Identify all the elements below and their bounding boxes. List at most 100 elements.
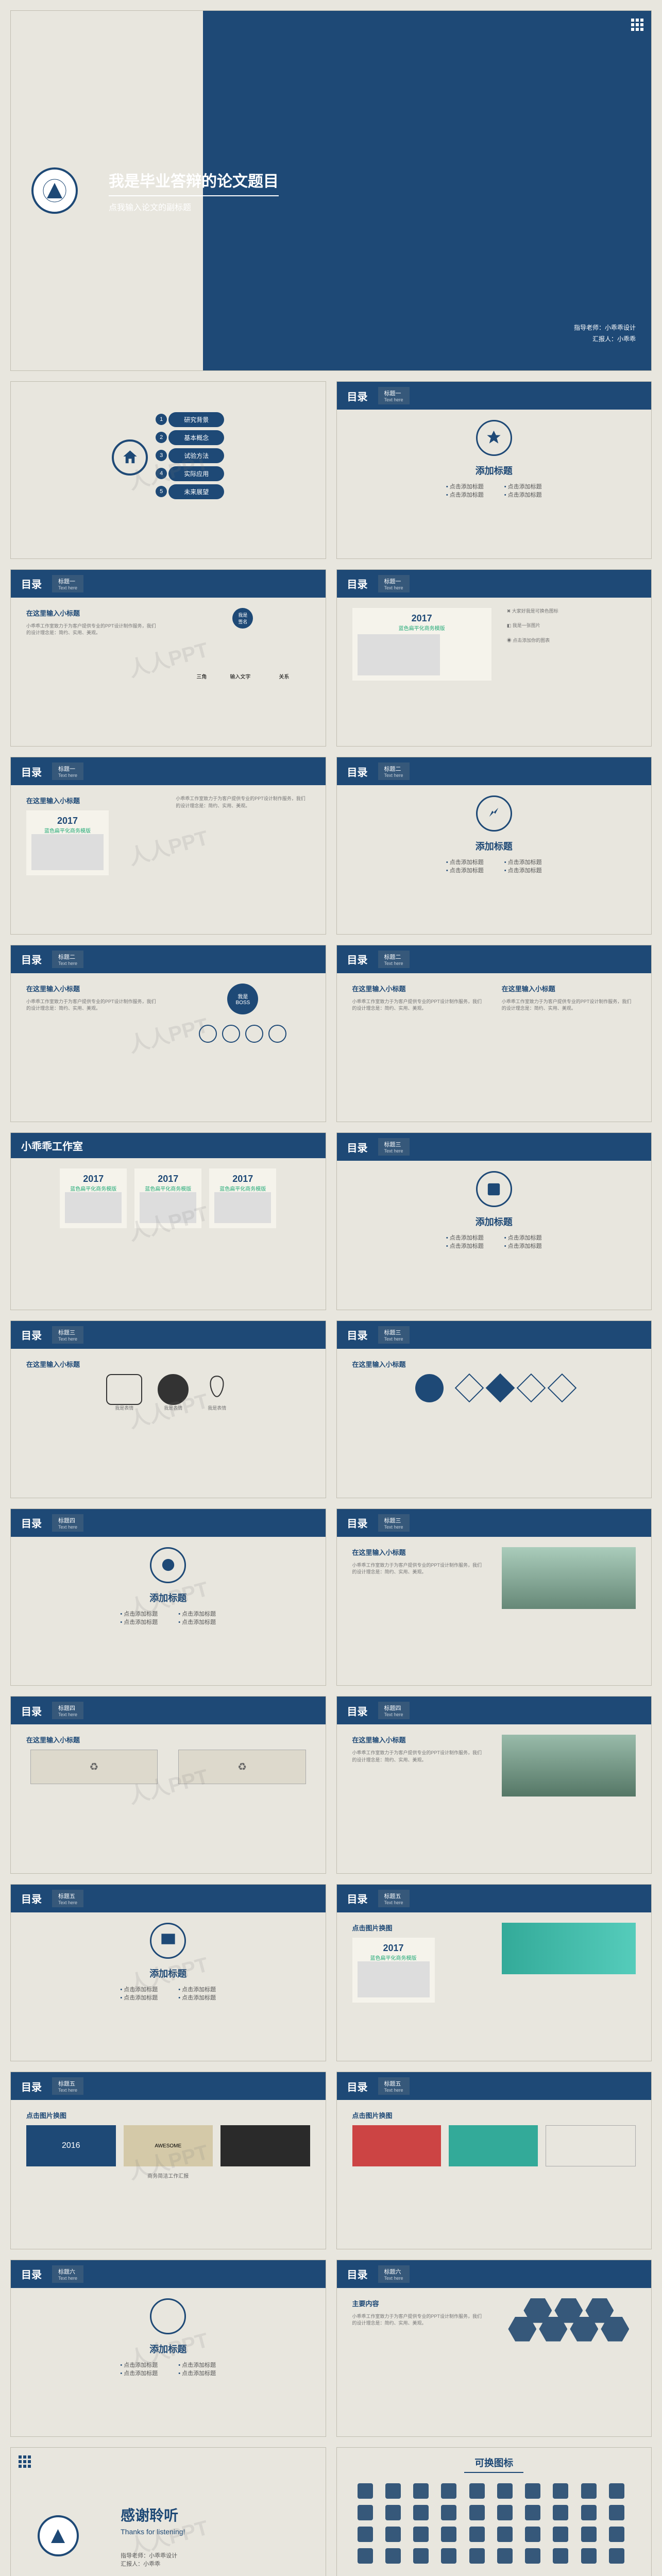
section-label: 目录 (347, 1327, 368, 1342)
studio-slide: 小乖乖工作室 2017蓝色扁平化商务模版 2017蓝色扁平化商务模版 2017蓝… (10, 1132, 326, 1310)
body-text: 小乖乖工作室致力于为客户提供专业的PPT设计制作服务，我们的设计理念是：简约、实… (176, 795, 310, 875)
sub-heading: 在这里输入小标题 (502, 984, 636, 993)
home-icon (112, 439, 148, 476)
card-dark (220, 2125, 310, 2166)
library-icon (581, 2505, 597, 2520)
section-tab: 标题五Text here (378, 2077, 410, 2095)
photo-placeholder (502, 1923, 636, 1974)
diamond-shape (455, 1374, 484, 1403)
section-icon (476, 420, 512, 456)
teacher-line: 指导老师：小乖乖设计 (574, 323, 636, 334)
thank-teacher: 指导老师：小乖乖设计 (121, 2551, 310, 2560)
section-tab: 标题四Text here (52, 1514, 83, 1532)
recycle-icon: ♻ (189, 1760, 295, 1773)
section-tab: 标题三Text here (378, 1326, 410, 1344)
pic-note: 点击图片换图 (352, 2110, 636, 2120)
face-caption: 我是表情 (204, 1405, 230, 1412)
icon-library-slide: 可换图标 (336, 2447, 652, 2576)
content-slide-triangle: 目录标题一Text here 在这里输入小标题 小乖乖工作室致力于为客户提供专业… (10, 569, 326, 747)
toc-item: 试验方法 (168, 448, 224, 463)
pic-note: 点击图片换图 (26, 2110, 310, 2120)
sub-heading: 在这里输入小标题 (26, 795, 160, 805)
library-icon (441, 2483, 456, 2499)
sub-circle (199, 1025, 217, 1043)
add-title: 添加标题 (26, 1591, 310, 1604)
main-title: 我是毕业答辩的论文题目 (109, 168, 279, 196)
section-divider-6: 目录标题六Text here 添加标题 点击添加标题点击添加标题点击添加标题点击… (10, 2260, 326, 2437)
sub-heading: 在这里输入小标题 (26, 608, 160, 618)
section-label: 目录 (21, 1703, 42, 1718)
image-card: 2017蓝色扁平化商务模版 (209, 1168, 276, 1228)
university-logo (31, 167, 78, 214)
section-tab: 标题一Text here (378, 575, 410, 592)
library-icon (441, 2548, 456, 2564)
reporter-line: 汇报人：小乖乖 (574, 334, 636, 345)
section-label: 目录 (21, 576, 42, 591)
section-divider-2: 目录标题二Text here 添加标题 点击添加标题点击添加标题 点击添加标题点… (336, 757, 652, 935)
library-icon (525, 2505, 540, 2520)
section-icon (476, 795, 512, 832)
section-label: 目录 (21, 2079, 42, 2094)
library-icon (358, 2505, 373, 2520)
section-label: 目录 (347, 1140, 368, 1155)
section-label: 目录 (347, 952, 368, 967)
content-slide-recycle: 目录标题四Text here 在这里输入小标题 ♻ ♻ 人人PPT (10, 1696, 326, 1874)
library-icon (553, 2527, 568, 2542)
section-tab: 标题五Text here (378, 1890, 410, 1907)
body-text: 小乖乖工作室致力于为客户提供专业的PPT设计制作服务，我们的设计理念是：简约、实… (26, 998, 160, 1012)
section-divider-5: 目录标题五Text here 添加标题 点击添加标题点击添加标题点击添加标题点击… (10, 1884, 326, 2062)
university-logo (38, 2515, 79, 2556)
icon-note: 点击添加你的图表 (513, 638, 550, 643)
icon-grid (337, 2473, 652, 2574)
content-slide-photo-2: 目录标题四Text here 在这里输入小标题小乖乖工作室致力于为客户提供专业的… (336, 1696, 652, 1874)
section-label: 目录 (21, 1515, 42, 1530)
library-icon (497, 2483, 513, 2499)
section-tab: 标题一Text here (52, 575, 83, 592)
add-title: 添加标题 (352, 464, 636, 477)
section-tab: 标题六Text here (52, 2265, 83, 2283)
content-slide-cards-2: 目录标题五Text here 点击图片换图 (336, 2072, 652, 2249)
section-label: 目录 (347, 2079, 368, 2094)
section-label: 目录 (21, 2266, 42, 2281)
face-caption: 我是表情 (158, 1405, 189, 1412)
add-title: 添加标题 (26, 2342, 310, 2355)
thank-sub: Thanks for listening! (121, 2528, 310, 2536)
body-text: 小乖乖工作室致力于为客户提供专业的PPT设计制作服务，我们的设计理念是：简约、实… (502, 998, 636, 1012)
sub-circle (222, 1025, 240, 1043)
title-slide: 我是毕业答辩的论文题目 点我输入论文的副标题 指导老师：小乖乖设计 汇报人：小乖… (10, 10, 652, 371)
corner-dots (19, 2455, 31, 2468)
sub-circle (268, 1025, 286, 1043)
section-tab: 标题二Text here (378, 951, 410, 968)
library-icon (609, 2527, 624, 2542)
content-slide-faces: 目录标题三Text here 在这里输入小标题 我是表情 我是表情 我是表情 人… (10, 1320, 326, 1498)
main-subtitle: 点我输入论文的副标题 (109, 200, 279, 213)
body-text: 小乖乖工作室致力于为客户提供专业的PPT设计制作服务，我们的设计理念是：简约、实… (352, 1750, 486, 1764)
bullet-list: 点击添加标题点击添加标题 点击添加标题点击添加标题 (352, 858, 636, 874)
tri-label: 关系 (279, 672, 289, 680)
photo-placeholder (502, 1735, 636, 1797)
library-icon (358, 2527, 373, 2542)
thank-slide: 感谢聆听 Thanks for listening! 指导老师：小乖乖设计 汇报… (10, 2447, 326, 2576)
library-icon (609, 2483, 624, 2499)
section-label: 目录 (347, 1891, 368, 1906)
section-icon (476, 1171, 512, 1207)
content-slide-photo-1: 目录标题三Text here 在这里输入小标题小乖乖工作室致力于为客户提供专业的… (336, 1509, 652, 1686)
library-icon (385, 2505, 401, 2520)
library-icon (385, 2483, 401, 2499)
center-circle (415, 1374, 444, 1402)
library-icon (581, 2483, 597, 2499)
library-icon (581, 2548, 597, 2564)
face-sketch (106, 1374, 142, 1405)
section-tab: 标题三Text here (378, 1514, 410, 1532)
pic-note: 点击图片换图 (352, 1923, 486, 1933)
library-icon (413, 2483, 429, 2499)
library-icon (609, 2548, 624, 2564)
section-tab: 标题五Text here (52, 1890, 83, 1907)
add-title: 添加标题 (352, 1215, 636, 1228)
library-icon (469, 2527, 485, 2542)
content-slide-cards: 目录标题五Text here 点击图片换图 2016 AWESOME 商务简洁工… (10, 2072, 326, 2249)
section-tab: 标题五Text here (52, 2077, 83, 2095)
library-icon (553, 2548, 568, 2564)
sub-heading: 在这里输入小标题 (26, 1735, 310, 1744)
sub-heading: 在这里输入小标题 (352, 1359, 636, 1369)
